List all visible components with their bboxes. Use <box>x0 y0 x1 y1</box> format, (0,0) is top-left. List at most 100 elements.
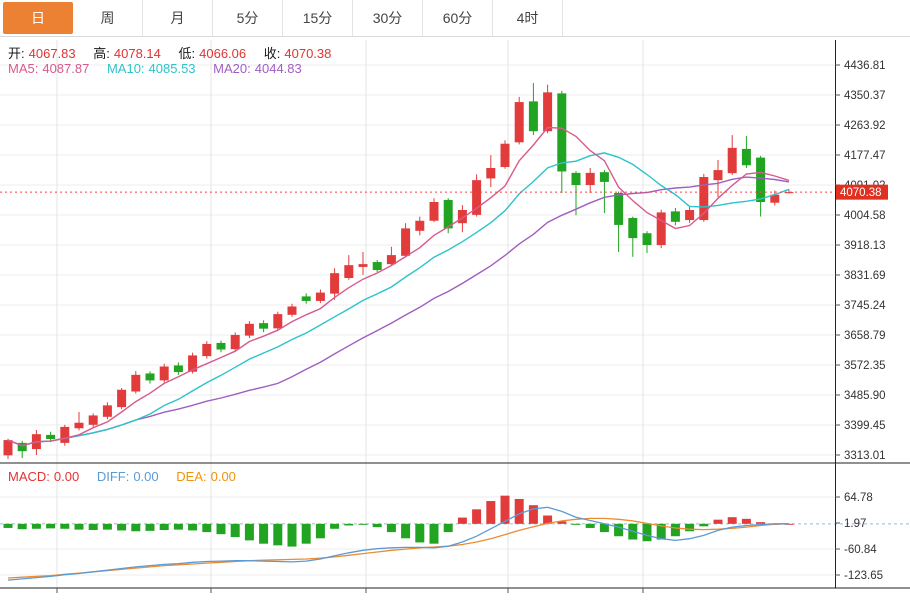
price-tick-label: 3399.45 <box>844 420 886 432</box>
macd-value: 0.00 <box>53 469 80 484</box>
price-tick-label: 4177.47 <box>844 150 886 162</box>
candle-body <box>585 172 595 186</box>
price-tick-label: 4436.81 <box>844 60 886 72</box>
macd-hist-bar <box>244 523 254 541</box>
macd-panel <box>0 495 910 581</box>
ma5-line <box>7 126 790 447</box>
macd-hist-bar <box>614 523 624 537</box>
candle-body <box>3 440 13 456</box>
ohlc-legend: 开: 4067.83 高: 4078.14 低: 4066.06 收: 4070.38 <box>8 43 335 62</box>
kline-chart-canvas[interactable]: 4436.814350.374263.924177.474091.024004.… <box>0 40 910 601</box>
candle-body <box>301 296 311 301</box>
tab-hour4[interactable]: 4时 <box>493 0 563 36</box>
macd-hist-bar <box>713 519 723 524</box>
candle-body <box>244 323 254 336</box>
dea-label: DEA: <box>176 469 207 484</box>
candle-body <box>443 199 453 229</box>
tab-min15[interactable]: 15分 <box>283 0 353 36</box>
gridlines <box>0 40 835 588</box>
diff-line <box>7 506 789 581</box>
candle-body <box>727 147 737 174</box>
low-label: 低: <box>178 46 196 61</box>
candle-body <box>457 209 467 224</box>
candle-body <box>46 434 56 440</box>
candle-body <box>685 209 695 221</box>
candle-body <box>330 273 340 294</box>
macd-hist-bar <box>557 521 567 524</box>
diff-label: DIFF: <box>96 469 130 484</box>
macd-hist-bar <box>131 523 141 532</box>
tab-min30[interactable]: 30分 <box>353 0 423 36</box>
macd-hist-bar <box>273 523 283 546</box>
timeframe-tabbar: 日周月 5分 15分 30分 60分 4时 <box>0 0 910 37</box>
candle-body <box>670 211 680 222</box>
candle-body <box>401 228 411 256</box>
ma-legend: MA5: 4087.87 MA10: 4085.53 MA20: 4044.83 <box>8 61 306 76</box>
macd-hist-bar <box>202 523 212 533</box>
candle-body <box>770 194 780 203</box>
candle-body <box>500 143 510 167</box>
candle-body <box>784 192 794 194</box>
price-tick-label: 4350.37 <box>844 90 886 102</box>
tab-day[interactable]: 日 <box>3 2 73 34</box>
candle-body <box>188 355 198 372</box>
candle-body <box>514 102 524 143</box>
macd-hist-bar <box>216 523 226 535</box>
price-tick-label: 3918.13 <box>844 240 886 252</box>
macd-hist-bar <box>259 523 269 544</box>
macd-hist-bar <box>315 523 325 539</box>
macd-hist-bar <box>514 498 524 524</box>
tab-min60[interactable]: 60分 <box>423 0 493 36</box>
macd-hist-bar <box>372 523 382 528</box>
tab-month[interactable]: 月 <box>143 0 213 36</box>
candle-body <box>614 192 624 225</box>
macd-hist-bar <box>31 523 41 529</box>
last-price-badge-bg <box>836 184 888 200</box>
tab-week[interactable]: 周 <box>73 0 143 36</box>
macd-hist-bar <box>500 495 510 524</box>
candle-body <box>557 93 567 172</box>
candle-body <box>486 168 496 179</box>
candle-body <box>145 373 155 381</box>
candle-body <box>273 314 283 329</box>
macd-hist-bar <box>88 523 98 531</box>
macd-hist-bar <box>230 523 240 538</box>
ma5-value: 4087.87 <box>42 61 90 76</box>
macd-hist-bar <box>415 523 425 543</box>
price-tick-label: 3745.24 <box>844 300 886 312</box>
macd-hist-bar <box>60 523 70 529</box>
candle-body <box>386 255 396 265</box>
candle-body <box>173 365 183 373</box>
tab-min5[interactable]: 5分 <box>213 0 283 36</box>
macd-hist-bar <box>17 523 27 530</box>
macd-tick-label: 64.78 <box>844 492 873 504</box>
frame <box>0 40 910 593</box>
price-tick-label: 4263.92 <box>844 120 886 132</box>
price-tick-label: 4004.58 <box>844 210 886 222</box>
candle-body <box>571 172 581 186</box>
last-price-badge: 4070.38 <box>836 184 888 200</box>
candle-body <box>344 265 354 279</box>
price-tick-label: 3658.79 <box>844 330 886 342</box>
price-axis: 4436.814350.374263.924177.474091.024004.… <box>835 60 886 582</box>
macd-tick-label: 1.97 <box>844 518 866 530</box>
price-tick-label: 3831.69 <box>844 270 886 282</box>
macd-hist-bar <box>699 523 709 527</box>
price-tick-label: 3485.90 <box>844 390 886 402</box>
macd-hist-bar <box>358 523 368 525</box>
macd-hist-bar <box>543 515 553 524</box>
ma5-label: MA5: <box>8 61 39 76</box>
candle-body <box>216 342 226 350</box>
macd-hist-bar <box>287 523 297 547</box>
candle-body <box>88 415 98 425</box>
macd-hist-bar <box>3 523 13 528</box>
ma10-line <box>7 152 790 447</box>
candle-body <box>699 177 709 221</box>
candle-body <box>358 264 368 267</box>
macd-hist-bar <box>443 523 453 533</box>
candle-body <box>372 262 382 271</box>
last-price-badge-text: 4070.38 <box>840 187 882 199</box>
macd-hist-bar <box>472 509 482 524</box>
close-value: 4070.38 <box>284 46 332 61</box>
